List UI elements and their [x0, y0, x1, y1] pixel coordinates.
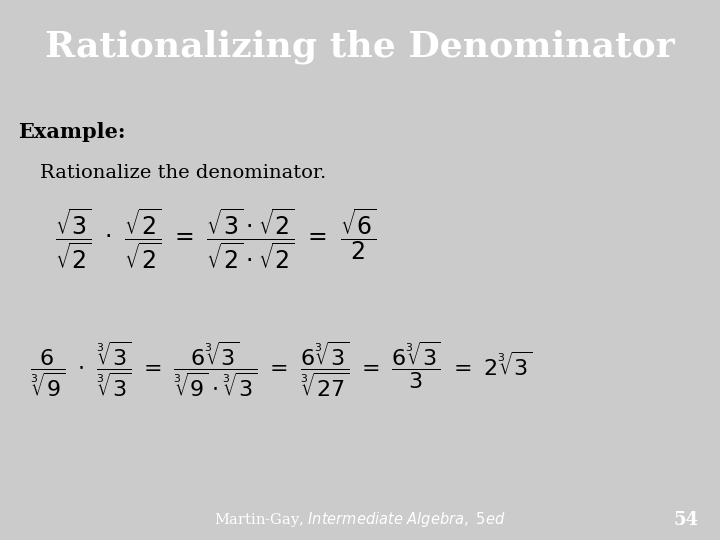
Text: Example:: Example:	[18, 122, 125, 142]
Text: $\dfrac{6}{\sqrt[3]{9}}$$\ \cdot\ $$\dfrac{\sqrt[3]{3}}{\sqrt[3]{3}}$$\ =\ $$\df: $\dfrac{6}{\sqrt[3]{9}}$$\ \cdot\ $$\dfr…	[30, 339, 533, 399]
Text: $\dfrac{\sqrt{3}}{\sqrt{2}}$$\ \cdot\ $$\dfrac{\sqrt{2}}{\sqrt{2}}$$\ =\ $$\dfra: $\dfrac{\sqrt{3}}{\sqrt{2}}$$\ \cdot\ $$…	[55, 207, 377, 272]
Text: Rationalize the denominator.: Rationalize the denominator.	[40, 164, 326, 182]
Text: Rationalizing the Denominator: Rationalizing the Denominator	[45, 30, 675, 64]
Text: Martin-Gay, $\mathit{Intermediate\ Algebra,\ 5ed}$: Martin-Gay, $\mathit{Intermediate\ Algeb…	[215, 510, 505, 529]
Text: 54: 54	[673, 511, 698, 529]
